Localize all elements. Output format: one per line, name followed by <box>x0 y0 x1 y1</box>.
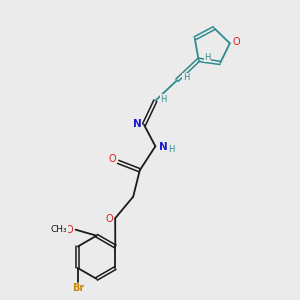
Text: O: O <box>105 214 113 224</box>
Text: H: H <box>160 95 167 104</box>
Text: O: O <box>108 154 116 164</box>
Text: H: H <box>183 74 189 82</box>
Text: N: N <box>159 142 168 152</box>
Text: H: H <box>168 146 174 154</box>
Text: O: O <box>232 37 240 47</box>
Text: H: H <box>204 53 211 62</box>
Text: N: N <box>133 119 142 129</box>
Text: CH₃: CH₃ <box>51 225 68 234</box>
Text: Br: Br <box>72 283 84 293</box>
Text: O: O <box>65 225 73 235</box>
